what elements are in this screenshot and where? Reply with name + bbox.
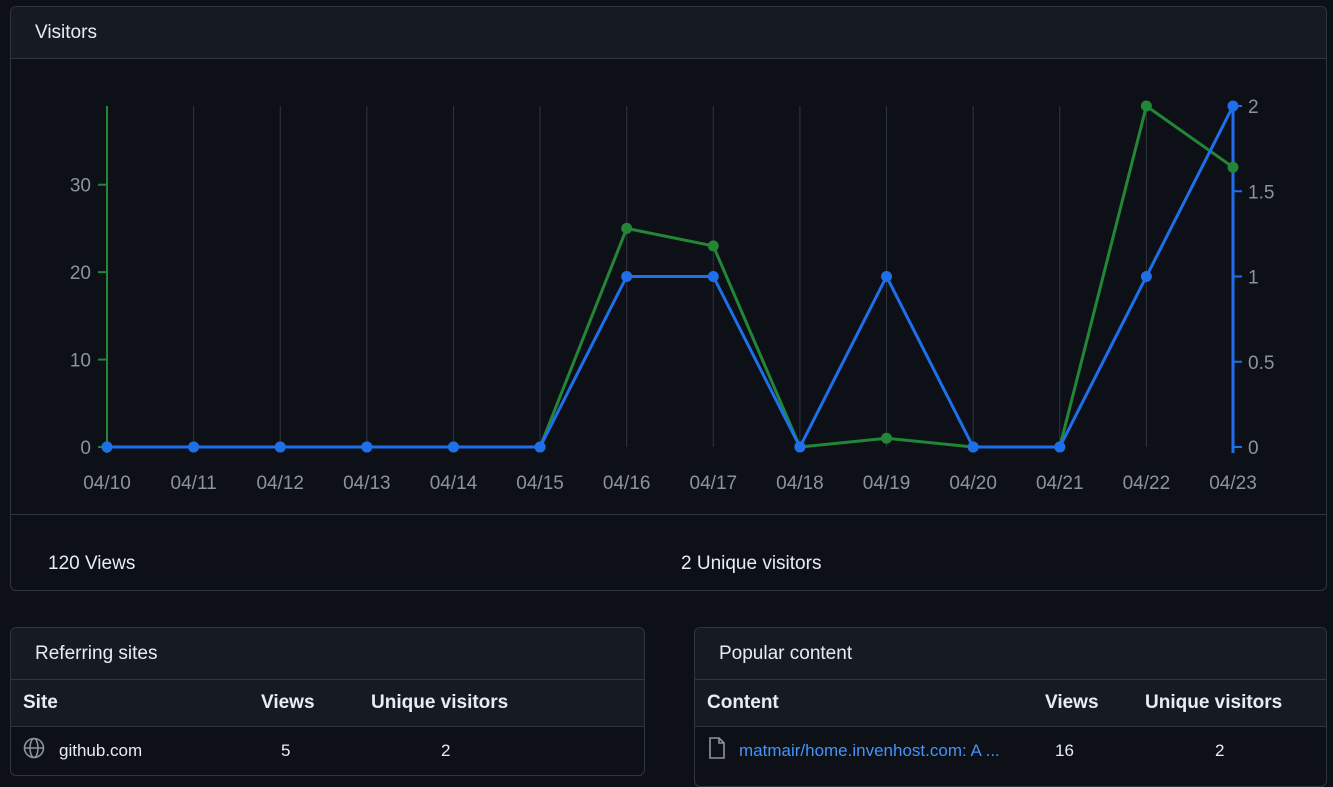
x-tick-label: 04/13 [343,473,391,494]
unique-point [361,441,373,453]
globe-icon [23,737,45,765]
visitors-panel: Visitors 04/10 04/11 04/12 04/13 04/14 04/15 0… [10,6,1327,591]
col-site: Site [11,680,261,727]
col-views: Views [1045,680,1145,727]
right-tick-label: 2 [1248,97,1259,118]
views-point [621,222,633,234]
left-tick-label: 20 [70,263,91,284]
unique-point [447,441,459,453]
content-views: 16 [1055,741,1074,761]
x-tick-label: 04/18 [776,473,824,494]
referring-title: Referring sites [11,628,644,680]
unique-total: 2 Unique visitors [681,553,822,574]
unique-point [274,441,286,453]
popular-content-panel: Popular content Content Views Unique vis… [694,627,1327,787]
x-tick-label: 04/23 [1209,473,1257,494]
unique-point [967,441,979,453]
unique-point [534,441,546,453]
unique-point [794,441,806,453]
table-row: github.com 5 2 [11,726,644,775]
right-tick-label: 0 [1248,438,1259,459]
unique-point [188,441,200,453]
file-icon [709,737,725,765]
views-total: 120 Views [48,553,136,574]
left-tick-label: 30 [70,176,91,197]
table-row: matmair/home.invenhost.com: A ... 16 2 [695,726,1326,776]
site-views: 5 [281,741,291,761]
views-point [707,240,719,252]
unique-point [1140,271,1152,282]
unique-point [1054,441,1066,453]
col-views: Views [261,680,371,727]
unique-point [707,271,719,282]
unique-point [881,271,893,282]
x-tick-label: 04/11 [171,473,217,494]
views-point [1227,161,1239,173]
site-name[interactable]: github.com [59,741,143,761]
x-tick-label: 04/20 [949,473,997,494]
site-unique: 2 [441,741,451,761]
referring-sites-panel: Referring sites Site Views Unique visito… [10,627,645,776]
col-unique: Unique visitors [371,680,644,727]
right-tick-label: 1.5 [1248,182,1274,203]
referring-table: Site Views Unique visitors github.com 5 … [11,680,644,775]
views-point [881,432,893,444]
left-tick-label: 0 [80,438,91,459]
x-tick-label: 04/15 [516,473,564,494]
popular-table: Content Views Unique visitors matmair/ho… [695,680,1326,776]
content-unique: 2 [1215,741,1225,761]
col-content: Content [695,680,1045,727]
unique-line [107,105,1235,451]
unique-point [621,271,633,282]
views-point [1140,100,1152,112]
visitors-chart: 04/10 04/11 04/12 04/13 04/14 04/15 04/16 04/17… [70,97,1275,494]
content-link[interactable]: matmair/home.invenhost.com: A ... [739,741,1000,761]
x-tick-label: 04/21 [1036,473,1084,494]
x-tick-label: 04/17 [690,473,738,494]
x-tick-label: 04/22 [1123,473,1171,494]
x-tick-label: 04/12 [256,473,304,494]
unique-point [101,441,113,453]
right-tick-label: 0.5 [1248,353,1274,374]
left-tick-label: 10 [70,351,91,372]
visitors-summary: 120 Views 2 Unique visitors [11,514,1326,590]
right-tick-label: 1 [1248,268,1259,289]
x-tick-label: 04/10 [83,473,131,494]
unique-point [1227,100,1239,112]
popular-title: Popular content [695,628,1326,680]
x-tick-label: 04/14 [430,473,478,494]
x-tick-label: 04/16 [603,473,651,494]
x-tick-label: 04/19 [863,473,911,494]
visitors-title: Visitors [11,7,1326,59]
col-unique: Unique visitors [1145,680,1326,727]
